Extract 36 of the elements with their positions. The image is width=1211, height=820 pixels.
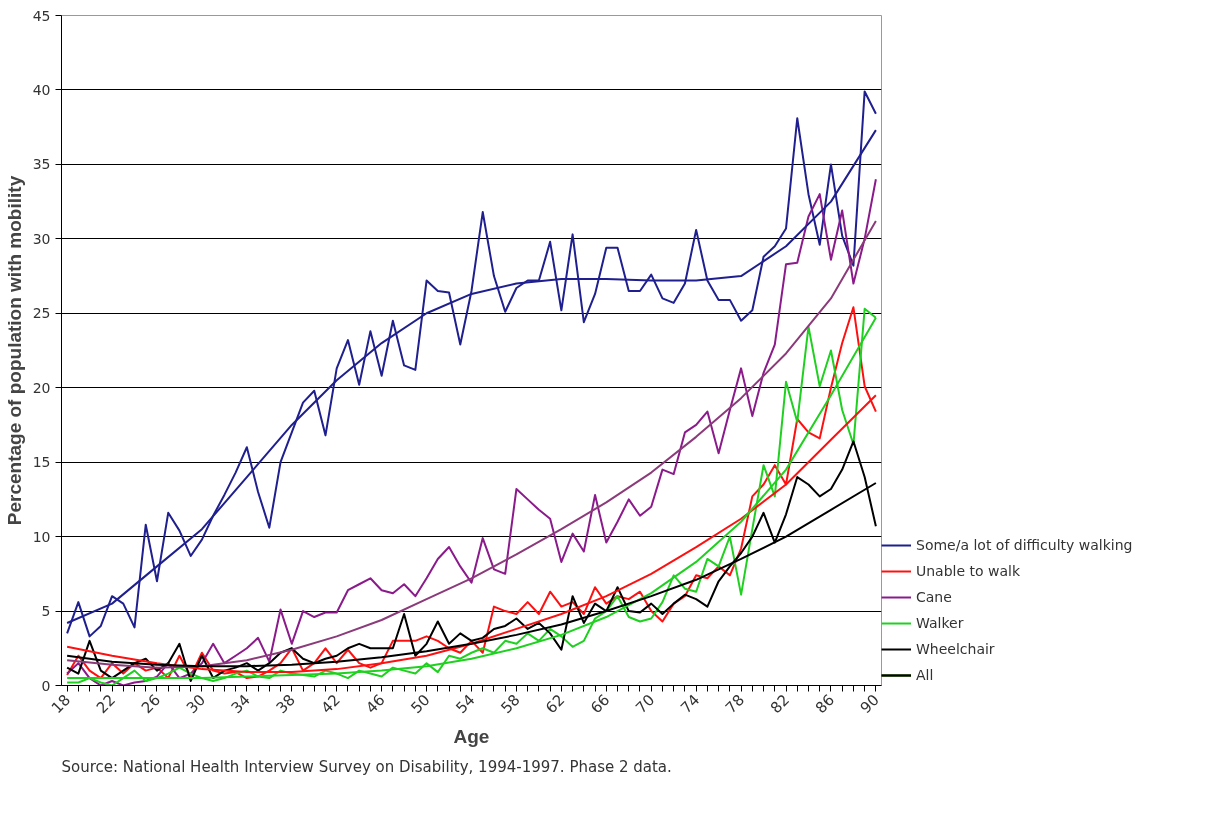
legend-label: Walker <box>916 615 964 631</box>
source-note: Source: National Health Interview Survey on Disability, 1994-1997. Phase 2 data. <box>61 757 672 776</box>
x-tick-label: 46 <box>362 690 389 718</box>
x-tick-label: 26 <box>137 690 165 718</box>
legend-label: Cane <box>916 589 952 605</box>
y-tick-label: 40 <box>32 81 51 98</box>
legend-label: Unable to walk <box>916 563 1021 579</box>
y-tick-label: 10 <box>32 528 51 545</box>
y-tick-label: 20 <box>32 379 51 396</box>
x-tick-label: 50 <box>407 690 434 718</box>
x-tick-label: 78 <box>721 690 749 718</box>
x-tick-label: 54 <box>452 690 479 718</box>
x-tick-label: 70 <box>632 690 659 718</box>
x-tick-label: 58 <box>497 690 524 718</box>
x-tick-label: 86 <box>811 690 839 718</box>
x-tick-label: 62 <box>542 690 569 718</box>
y-axis-title: Percentage of population with mobility <box>3 175 25 526</box>
x-tick-label: 22 <box>92 690 120 718</box>
y-tick-label: 35 <box>32 156 51 173</box>
y-tick-label: 30 <box>32 230 51 247</box>
y-tick-label: 5 <box>41 603 51 620</box>
x-tick-label: 38 <box>272 690 299 718</box>
x-tick-label: 74 <box>677 690 704 718</box>
x-tick-label: 66 <box>587 690 614 718</box>
x-tick-label: 42 <box>317 690 344 718</box>
y-tick-label: 15 <box>32 454 51 471</box>
legend-label: Wheelchair <box>916 641 995 657</box>
legend-label: Some/a lot of difficulty walking <box>916 537 1133 553</box>
x-tick-label: 90 <box>856 690 883 718</box>
y-tick-label: 25 <box>32 305 51 322</box>
x-tick-label: 30 <box>182 690 209 718</box>
x-tick-label: 82 <box>766 690 794 718</box>
legend-label: All <box>916 667 935 683</box>
y-tick-label: 45 <box>32 7 51 24</box>
x-tick-label: 34 <box>227 690 254 718</box>
x-axis-title: Age <box>453 726 490 748</box>
